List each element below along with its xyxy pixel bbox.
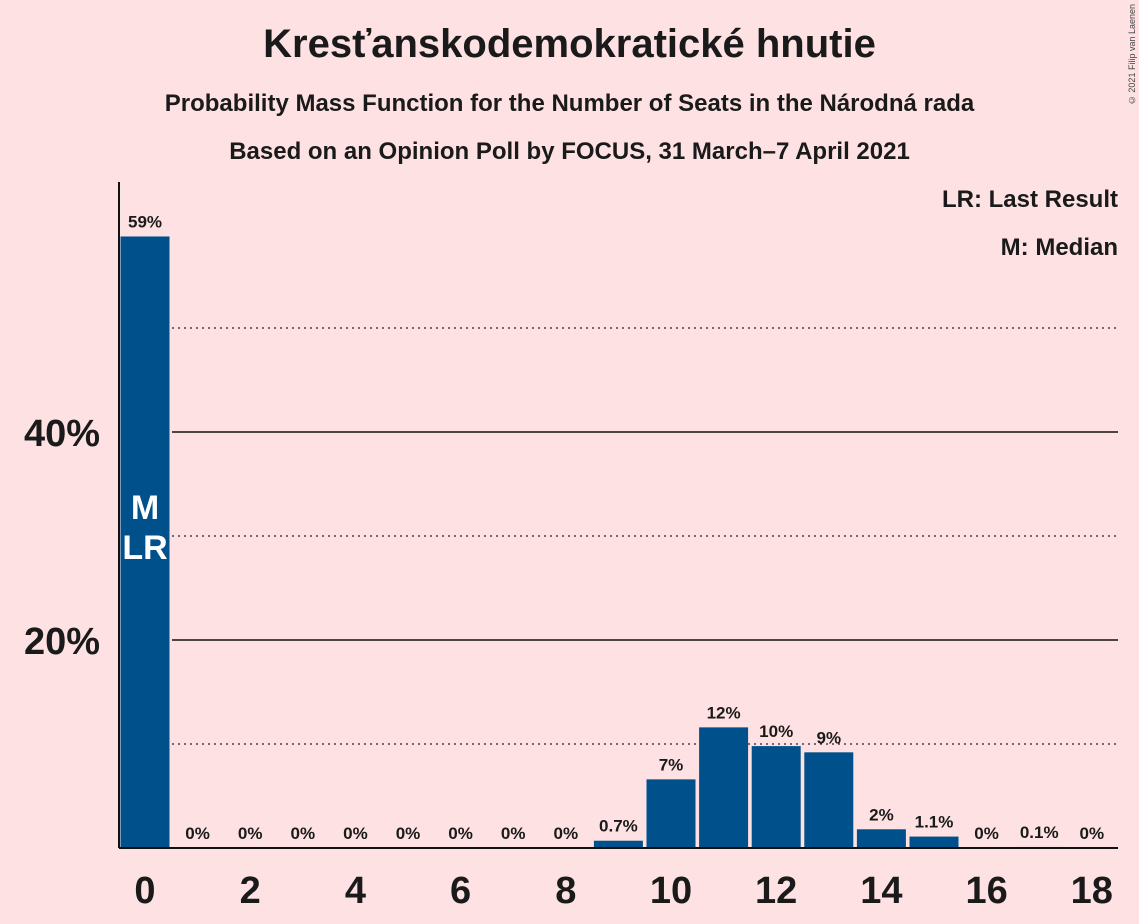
y-tick-label: 40% [24,413,100,455]
legend-median: M: Median [1000,234,1118,261]
bar-value-label: 0% [238,824,263,843]
bar-value-label: 0% [1080,824,1105,843]
bar-value-label: 0% [554,824,579,843]
x-tick-label: 18 [1071,870,1113,912]
bar [120,236,170,849]
x-tick-label: 6 [450,870,471,912]
x-tick-label: 8 [555,870,576,912]
x-tick-label: 4 [345,870,366,912]
x-tick-label: 0 [134,870,155,912]
legend-last-result: LR: Last Result [941,186,1118,213]
bar [593,840,643,848]
x-tick-label: 16 [965,870,1007,912]
bar-value-label: 0% [501,824,526,843]
bar [804,752,854,848]
bar-value-label: 0% [185,824,210,843]
bar-value-label: 0% [974,824,999,843]
x-tick-label: 10 [650,870,692,912]
y-tick-label: 20% [24,621,100,663]
bar-value-label: 0% [448,824,473,843]
bar-value-label: 0% [291,824,316,843]
bar-value-label: 9% [817,728,842,747]
chart-title: Kresťanskodemokratické hnutie [263,22,876,66]
bar-value-label: 0.7% [599,817,638,836]
bar-value-label: 7% [659,755,684,774]
chart-source-line: Based on an Opinion Poll by FOCUS, 31 Ma… [229,138,910,165]
bar [646,779,696,848]
x-tick-label: 14 [860,870,902,912]
x-tick-label: 2 [240,870,261,912]
bar-value-label: 12% [707,703,741,722]
bar [751,746,801,848]
bar-annotation-m: M [131,489,159,527]
chart-subtitle: Probability Mass Function for the Number… [164,90,975,117]
bar-value-label: 59% [128,212,162,231]
bar-value-label: 0.1% [1020,823,1059,842]
bar-value-label: 2% [869,805,894,824]
bar-value-label: 1.1% [915,813,954,832]
bar-annotation-lr: LR [122,529,167,567]
bar [856,829,906,848]
bar-value-label: 10% [759,722,793,741]
bar-value-label: 0% [343,824,368,843]
bar-value-label: 0% [396,824,421,843]
bar [699,727,749,848]
bar [909,836,959,848]
x-tick-label: 12 [755,870,797,912]
